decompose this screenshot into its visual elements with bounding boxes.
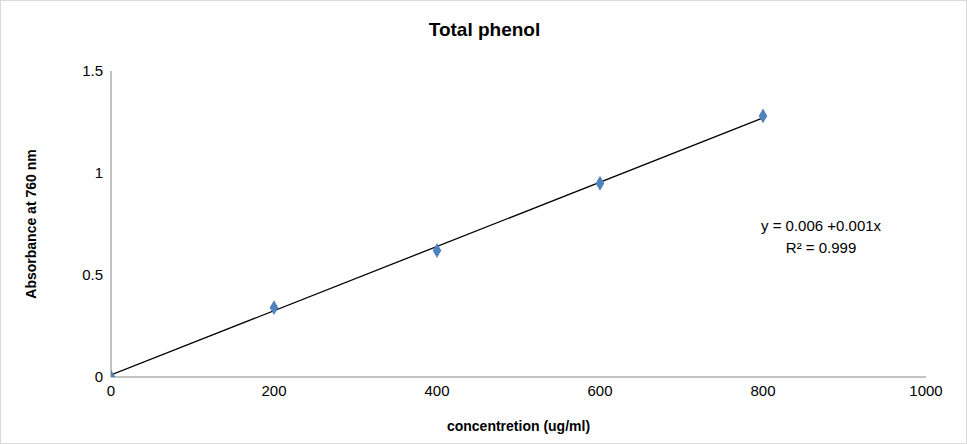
svg-text:1.5: 1.5: [82, 62, 103, 79]
svg-text:0.5: 0.5: [82, 266, 103, 283]
html-text:R² = 0.999: R² = 0.999: [785, 239, 857, 256]
html-text:Total phenol: Total phenol: [428, 19, 541, 40]
svg-text:1: 1: [95, 164, 103, 181]
svg-text:200: 200: [261, 382, 286, 399]
svg-text:800: 800: [750, 382, 775, 399]
html-text:y = 0.006 +0.001x: y = 0.006 +0.001x: [761, 217, 882, 234]
svg-text:0: 0: [107, 382, 115, 399]
svg-text:1000: 1000: [909, 382, 942, 399]
svg-text:Absorbance at 760 nm: Absorbance at 760 nm: [23, 149, 39, 298]
svg-text:400: 400: [424, 382, 449, 399]
svg-text:0: 0: [95, 368, 103, 385]
svg-text:concentretion (ug/ml): concentretion (ug/ml): [447, 418, 590, 434]
svg-text:600: 600: [587, 382, 612, 399]
